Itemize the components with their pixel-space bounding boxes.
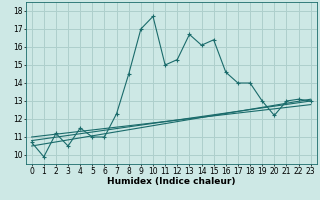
X-axis label: Humidex (Indice chaleur): Humidex (Indice chaleur) xyxy=(107,177,236,186)
